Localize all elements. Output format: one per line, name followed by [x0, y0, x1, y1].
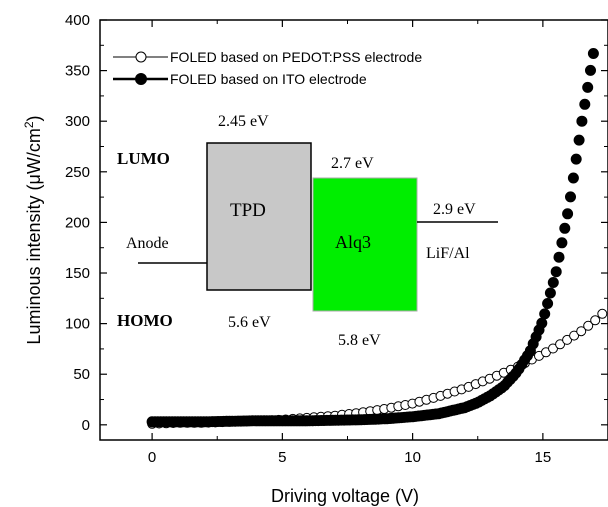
alq3-homo-value: 5.8 eV: [338, 332, 381, 349]
legend-label-pedot: FOLED based on PEDOT:PSS electrode: [170, 49, 422, 65]
tpd-homo-value: 5.6 eV: [228, 314, 271, 331]
legend-label-ito: FOLED based on ITO electrode: [170, 71, 367, 87]
data-point: [573, 134, 585, 146]
data-point: [590, 315, 601, 326]
homo-label: HOMO: [117, 311, 173, 330]
y-tick-label: 50: [73, 366, 90, 383]
alq3-label: Alq3: [335, 232, 371, 252]
data-point: [576, 326, 587, 337]
data-point: [544, 287, 556, 299]
data-point: [587, 48, 599, 59]
x-tick-label: 15: [535, 449, 552, 466]
anode-label: Anode: [126, 235, 169, 252]
plot-frame: [99, 19, 608, 441]
alq3-lumo-value: 2.7 eV: [331, 155, 374, 172]
data-point: [585, 64, 596, 76]
x-tick-label: 5: [278, 449, 286, 466]
tpd-box: [206, 142, 312, 291]
y-tick-label: 100: [65, 316, 90, 333]
data-point: [536, 317, 548, 329]
energy-diagram-inset: LUMO HOMO Anode TPD Alq3 LiF/Al 2.45 eV …: [117, 113, 498, 349]
lumo-label: LUMO: [117, 149, 170, 168]
x-tick-label: 0: [148, 449, 156, 466]
data-point: [547, 277, 559, 288]
lif-label: LiF/Al: [426, 245, 470, 262]
data-point: [582, 81, 594, 93]
y-axis-title: Luminous intensity (μW/cm2): [22, 115, 44, 344]
data-point: [576, 115, 588, 127]
data-point: [555, 339, 566, 350]
data-point: [556, 237, 568, 249]
x-tick-label: 10: [404, 449, 421, 466]
data-point: [579, 98, 591, 110]
alq3-box: [312, 177, 418, 312]
data-point: [562, 208, 574, 220]
data-point: [553, 251, 565, 263]
data-point: [583, 320, 594, 331]
y-tick-label: 400: [65, 12, 90, 29]
data-point: [539, 308, 551, 320]
data-series: [146, 48, 608, 429]
tpd-label: TPD: [230, 200, 266, 221]
y-tick-label: 0: [82, 417, 90, 434]
y-tick-label: 300: [65, 113, 90, 130]
lif-level-value: 2.9 eV: [433, 201, 476, 218]
y-tick-label: 250: [65, 164, 90, 181]
data-point: [569, 330, 580, 341]
tpd-lumo-value: 2.45 eV: [218, 113, 269, 130]
series-1: [146, 48, 599, 428]
legend-marker-pedot: [135, 51, 147, 63]
y-tick-label: 200: [65, 214, 90, 231]
data-point: [542, 298, 554, 309]
legend: FOLED based on PEDOT:PSS electrode FOLED…: [113, 49, 422, 87]
data-point: [550, 266, 562, 278]
data-point: [559, 222, 571, 234]
axis-ticks: 0 50 100 150 200 250 300 350 400 0 5 10 15: [65, 12, 608, 466]
legend-marker-ito: [135, 73, 147, 85]
data-point: [565, 191, 576, 203]
data-point: [570, 153, 582, 165]
y-tick-label: 350: [65, 63, 90, 80]
data-point: [597, 308, 608, 319]
y-tick-label: 150: [65, 265, 90, 282]
x-axis-title: Driving voltage (V): [271, 486, 419, 506]
data-point: [567, 172, 579, 184]
